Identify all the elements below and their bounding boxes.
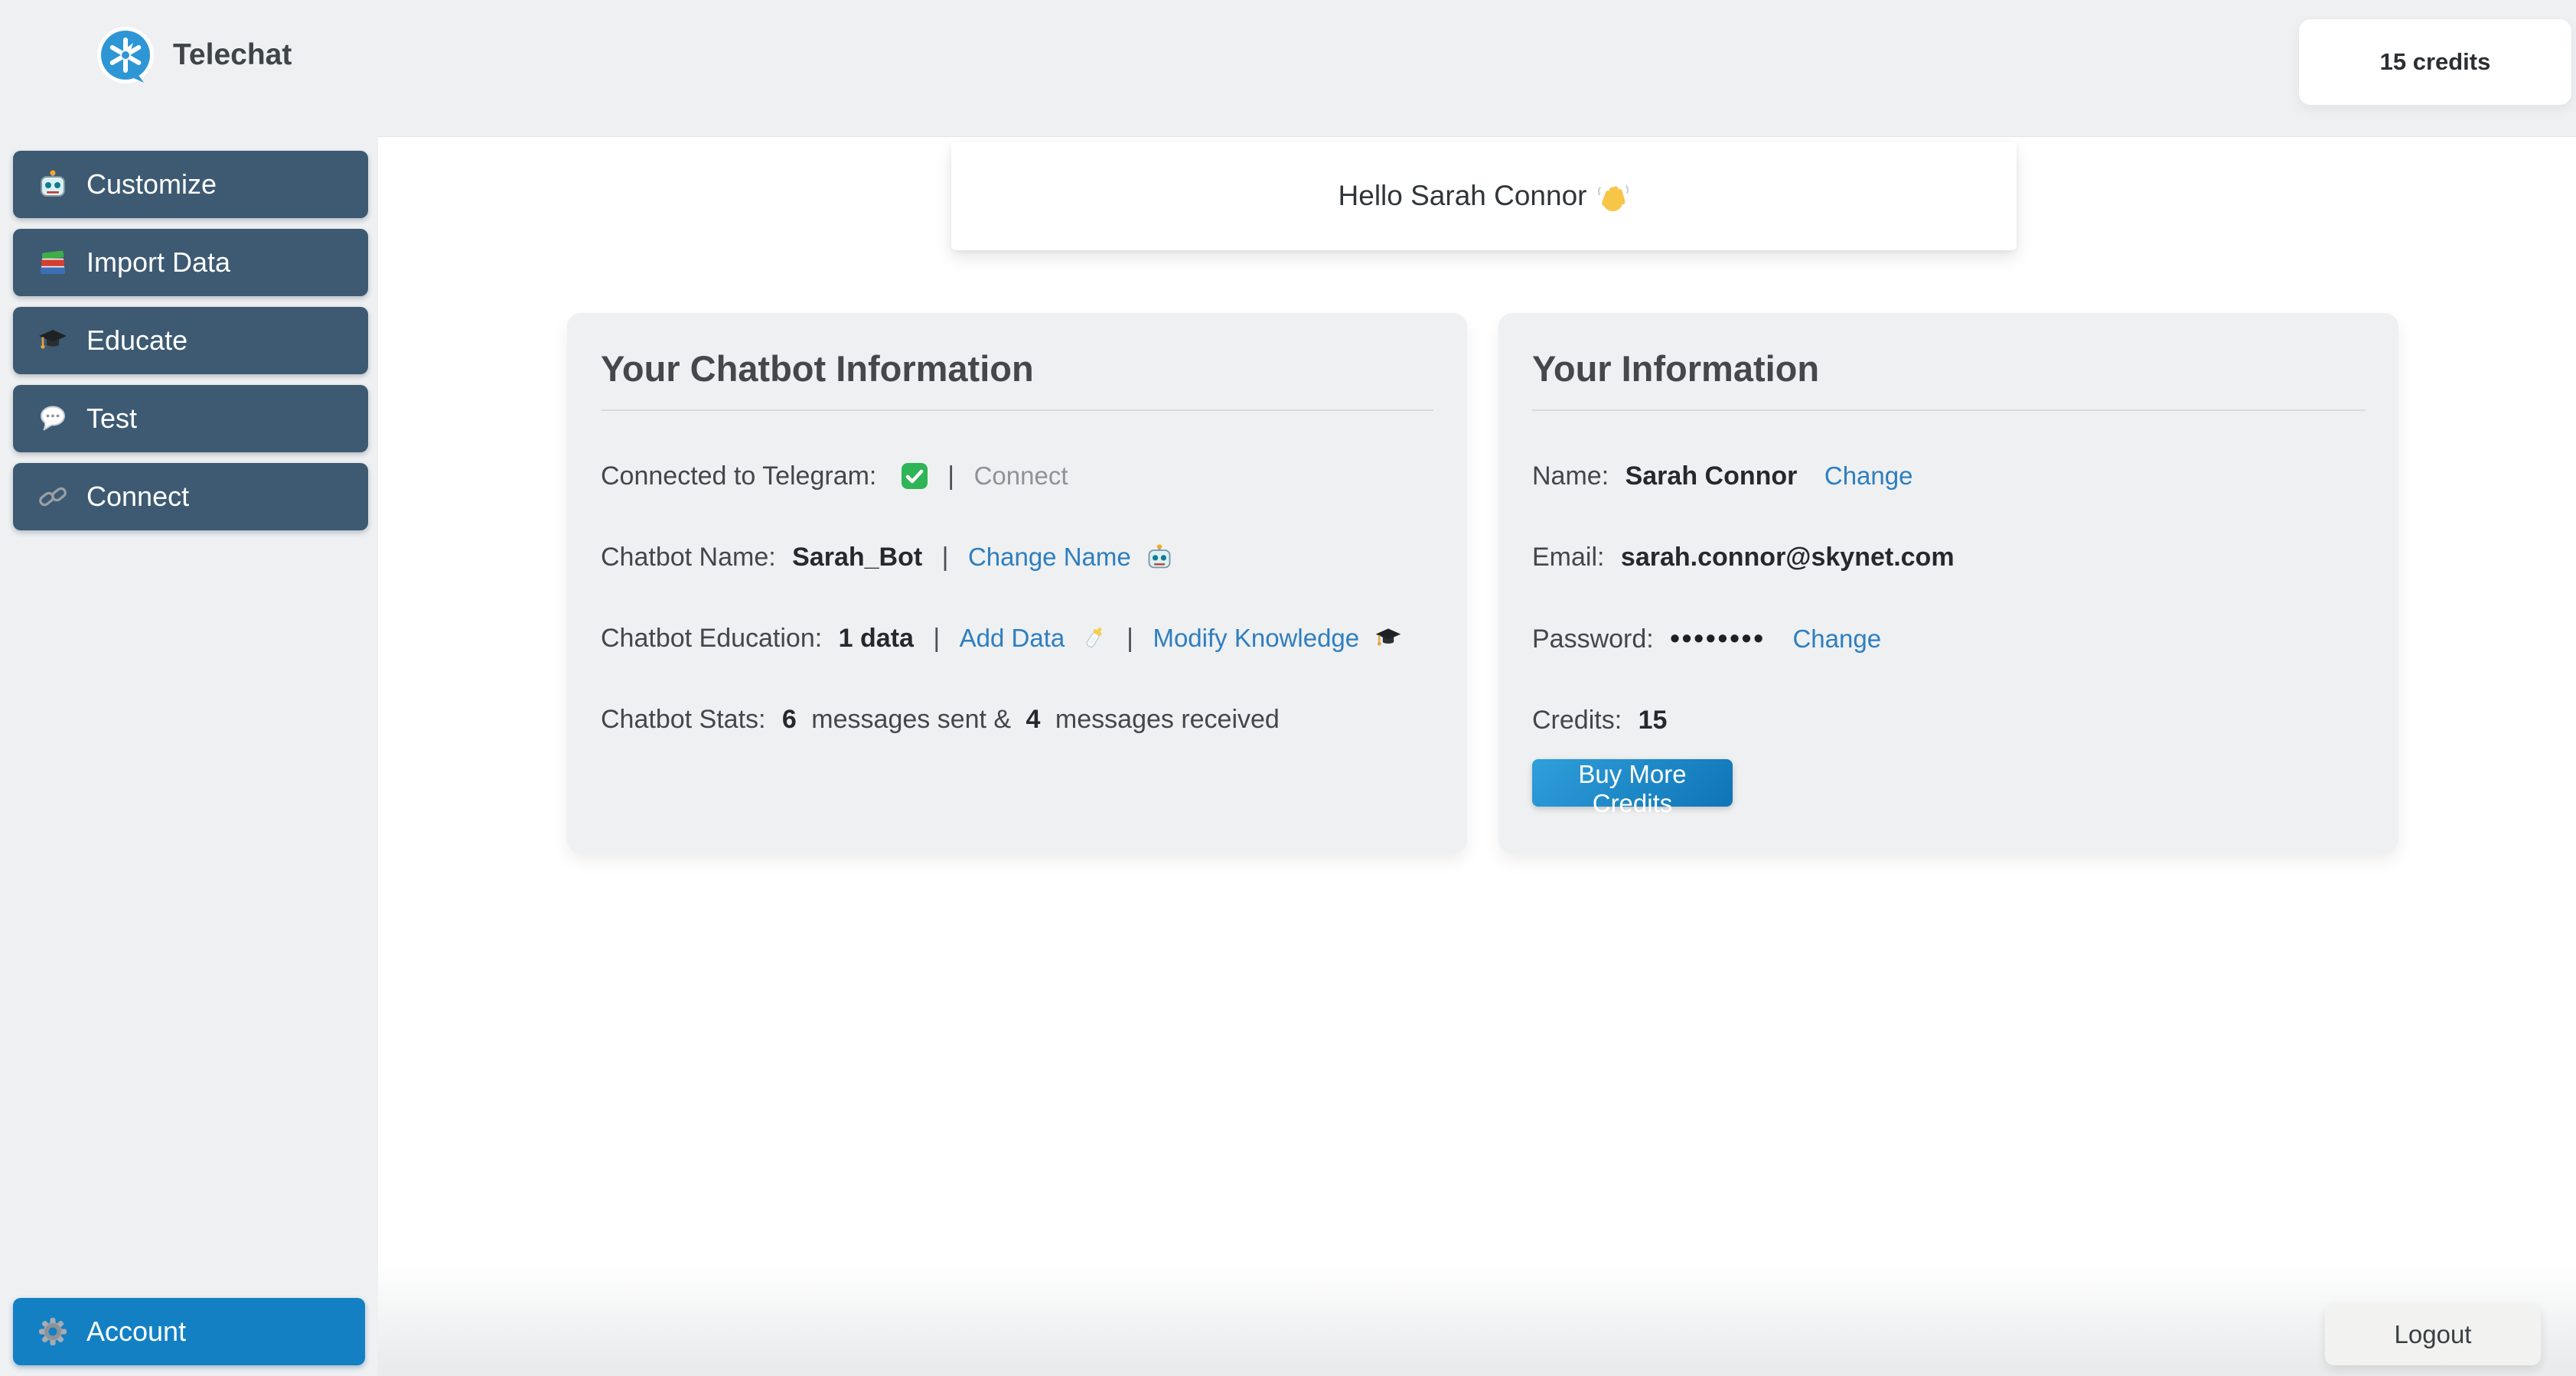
messages-sent-text: messages sent & (811, 705, 1012, 734)
credits-badge-label: 15 credits (2379, 48, 2491, 75)
waving-hand-icon (1598, 184, 1629, 211)
greeting-text: Hello Sarah Connor (1338, 180, 1587, 211)
messages-sent-count: 6 (781, 705, 797, 734)
user-credits-value: 15 (1638, 706, 1668, 735)
logout-button[interactable]: Logout (2325, 1304, 2541, 1365)
chatbot-education-row: Chatbot Education: 1 data | Add Data | M… (601, 622, 1433, 654)
sidebar-item-label: Connect (86, 481, 190, 512)
connect-link[interactable]: Connect (973, 461, 1068, 490)
books-icon (41, 250, 65, 274)
speech-balloon-icon (41, 406, 65, 431)
sidebar-item-label: Test (86, 403, 138, 434)
user-credits-row: Credits: 15 (1532, 704, 2365, 736)
user-password-label: Password: (1532, 624, 1654, 654)
user-card-title: Your Information (1532, 348, 1820, 389)
user-email-label: Email: (1532, 543, 1605, 572)
link-icon (39, 487, 67, 507)
user-email-row: Email: sarah.connor@skynet.com (1532, 541, 2365, 573)
robot-icon (1148, 544, 1171, 569)
check-mark-icon (901, 463, 928, 489)
brand-name: Telechat (173, 38, 292, 71)
robot-icon (41, 170, 65, 197)
user-name-row: Name: Sarah Connor Change (1532, 460, 2365, 492)
chatbot-name-value: Sarah_Bot (792, 543, 923, 572)
sidebar-item-label: Educate (86, 324, 188, 356)
sidebar-item-test[interactable]: Test (13, 385, 368, 452)
add-data-link[interactable]: Add Data (959, 624, 1065, 652)
sidebar-item-account[interactable]: Account (13, 1298, 365, 1365)
topbar: Telechat 15 credits (0, 0, 2576, 136)
user-information-card: Your Information Name: Sarah Connor Chan… (1498, 313, 2398, 853)
separator: | (1127, 624, 1134, 653)
sidebar-item-label: Import Data (86, 246, 231, 278)
baby-bottle-icon (1086, 627, 1102, 648)
user-email-value: sarah.connor@skynet.com (1620, 543, 1955, 572)
sidebar-nav: Customize Import Data (13, 151, 368, 530)
main-content: Hello Sarah Connor Your Chatbot Informat… (378, 136, 2576, 1376)
chatbot-name-row: Chatbot Name: Sarah_Bot | Change Name (601, 541, 1433, 573)
chatbot-stats-row: Chatbot Stats: 6 messages sent & 4 messa… (601, 703, 1433, 735)
credits-badge[interactable]: 15 credits (2298, 18, 2572, 106)
sidebar-item-label: Customize (86, 168, 217, 200)
info-cards: Your Chatbot Information Connected to Te… (567, 313, 2398, 853)
messages-received-text: messages received (1055, 705, 1280, 734)
sidebar-item-educate[interactable]: Educate (13, 307, 368, 374)
chatbot-education-label: Chatbot Education: (601, 624, 823, 653)
messages-received-count: 4 (1026, 705, 1041, 734)
separator: | (947, 461, 955, 491)
graduation-cap-icon (39, 330, 67, 349)
chatbot-education-value: 1 data (838, 624, 914, 653)
buy-more-credits-button[interactable]: Buy More Credits (1532, 759, 1733, 817)
user-name-value: Sarah Connor (1625, 461, 1798, 491)
chatbot-name-label: Chatbot Name: (601, 543, 776, 572)
sidebar-item-import-data[interactable]: Import Data (13, 229, 368, 296)
telegram-status-label: Connected to Telegram: (601, 461, 877, 491)
telechat-logo-icon (97, 27, 154, 83)
sidebar-item-connect[interactable]: Connect (13, 463, 368, 530)
change-name-link[interactable]: Change (1824, 461, 1913, 490)
user-password-masked: •••••••• (1670, 622, 1766, 654)
chatbot-information-card: Your Chatbot Information Connected to Te… (567, 313, 1467, 853)
change-name-link[interactable]: Change Name (967, 543, 1131, 571)
change-password-link[interactable]: Change (1792, 624, 1882, 653)
sidebar: Customize Import Data (0, 136, 378, 1376)
divider (601, 409, 1433, 411)
gear-icon (39, 1318, 67, 1345)
sidebar-item-customize[interactable]: Customize (13, 151, 368, 218)
greeting-banner: Hello Sarah Connor (951, 142, 2017, 250)
chatbot-card-title: Your Chatbot Information (601, 348, 1034, 389)
user-credits-label: Credits: (1532, 706, 1622, 735)
user-name-label: Name: (1532, 461, 1609, 491)
sidebar-item-label: Account (86, 1316, 187, 1347)
modify-knowledge-link[interactable]: Modify Knowledge (1153, 624, 1360, 652)
separator: | (933, 624, 941, 653)
brand[interactable]: Telechat (96, 26, 292, 84)
graduation-cap-icon (1375, 628, 1400, 646)
telegram-status-row: Connected to Telegram: | Connect (601, 460, 1433, 492)
divider (1532, 409, 2365, 411)
user-password-row: Password: •••••••• Change (1532, 622, 2365, 655)
separator: | (941, 543, 949, 572)
chatbot-stats-label: Chatbot Stats: (601, 705, 766, 734)
